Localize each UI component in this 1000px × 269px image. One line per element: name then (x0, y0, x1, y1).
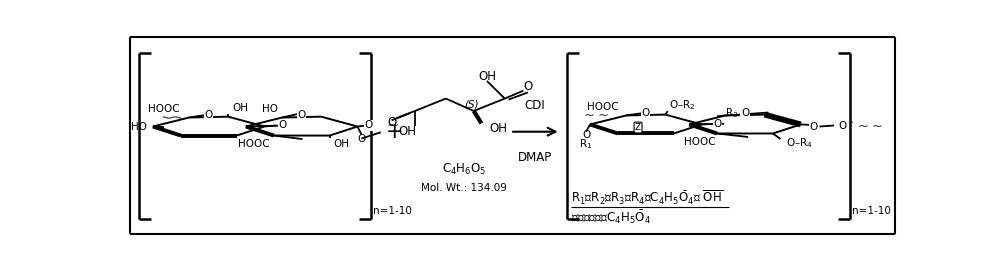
Text: +: + (386, 122, 404, 142)
Text: HO: HO (262, 104, 278, 114)
Text: CDI: CDI (525, 99, 545, 112)
Text: HO: HO (131, 122, 147, 132)
Text: Z: Z (635, 123, 641, 132)
Text: OH: OH (333, 139, 349, 149)
Text: Mol. Wt.: 134.09: Mol. Wt.: 134.09 (421, 183, 507, 193)
Text: HOOC: HOOC (684, 137, 716, 147)
Text: n=1-10: n=1-10 (373, 206, 412, 217)
Text: R$_1$: R$_1$ (579, 138, 593, 151)
Text: HOOC: HOOC (587, 102, 619, 112)
Text: 至少有一个为C$_4$H$_5$$\bar{\rm O}$$_4$: 至少有一个为C$_4$H$_5$$\bar{\rm O}$$_4$ (571, 209, 651, 226)
Text: O: O (278, 121, 286, 130)
Text: O: O (741, 108, 749, 118)
Text: OH: OH (478, 70, 496, 83)
Text: O$^{\sim}$: O$^{\sim}$ (838, 119, 855, 132)
Text: $\sim\!$: $\sim\!$ (384, 116, 399, 132)
Text: R$_3$: R$_3$ (725, 106, 738, 120)
Text: DMAP: DMAP (518, 151, 552, 164)
Text: O: O (809, 122, 817, 132)
Text: O–R$_4$: O–R$_4$ (786, 136, 813, 150)
Text: (S): (S) (464, 99, 479, 109)
Text: OH: OH (489, 122, 507, 135)
Text: O: O (714, 119, 722, 129)
Text: O: O (582, 130, 590, 140)
Text: R$_1$、R$_2$、R$_3$和R$_4$为C$_4$H$_5$$\bar{\rm O}$$_4$或 $\overline{\rm OH}$: R$_1$、R$_2$、R$_3$和R$_4$为C$_4$H$_5$$\bar{… (571, 189, 723, 207)
Text: O: O (298, 111, 306, 121)
Text: O: O (205, 111, 213, 121)
Text: OH: OH (398, 125, 416, 138)
Text: HOOC: HOOC (148, 104, 180, 114)
Text: O: O (523, 80, 533, 93)
Text: O: O (642, 108, 650, 118)
Text: O: O (357, 133, 366, 144)
Text: OH: OH (232, 103, 248, 114)
Text: HOOC: HOOC (238, 139, 270, 149)
Text: C$_4$H$_6$O$_5$: C$_4$H$_6$O$_5$ (442, 161, 486, 176)
Text: O: O (387, 116, 396, 129)
Text: $\sim\!\sim$: $\sim\!\sim$ (581, 108, 609, 121)
Text: n=1-10: n=1-10 (852, 206, 891, 217)
Text: O–R$_2$: O–R$_2$ (669, 98, 696, 112)
Text: O: O (364, 121, 372, 130)
Text: $\sim\!\sim$: $\sim\!\sim$ (855, 119, 883, 132)
